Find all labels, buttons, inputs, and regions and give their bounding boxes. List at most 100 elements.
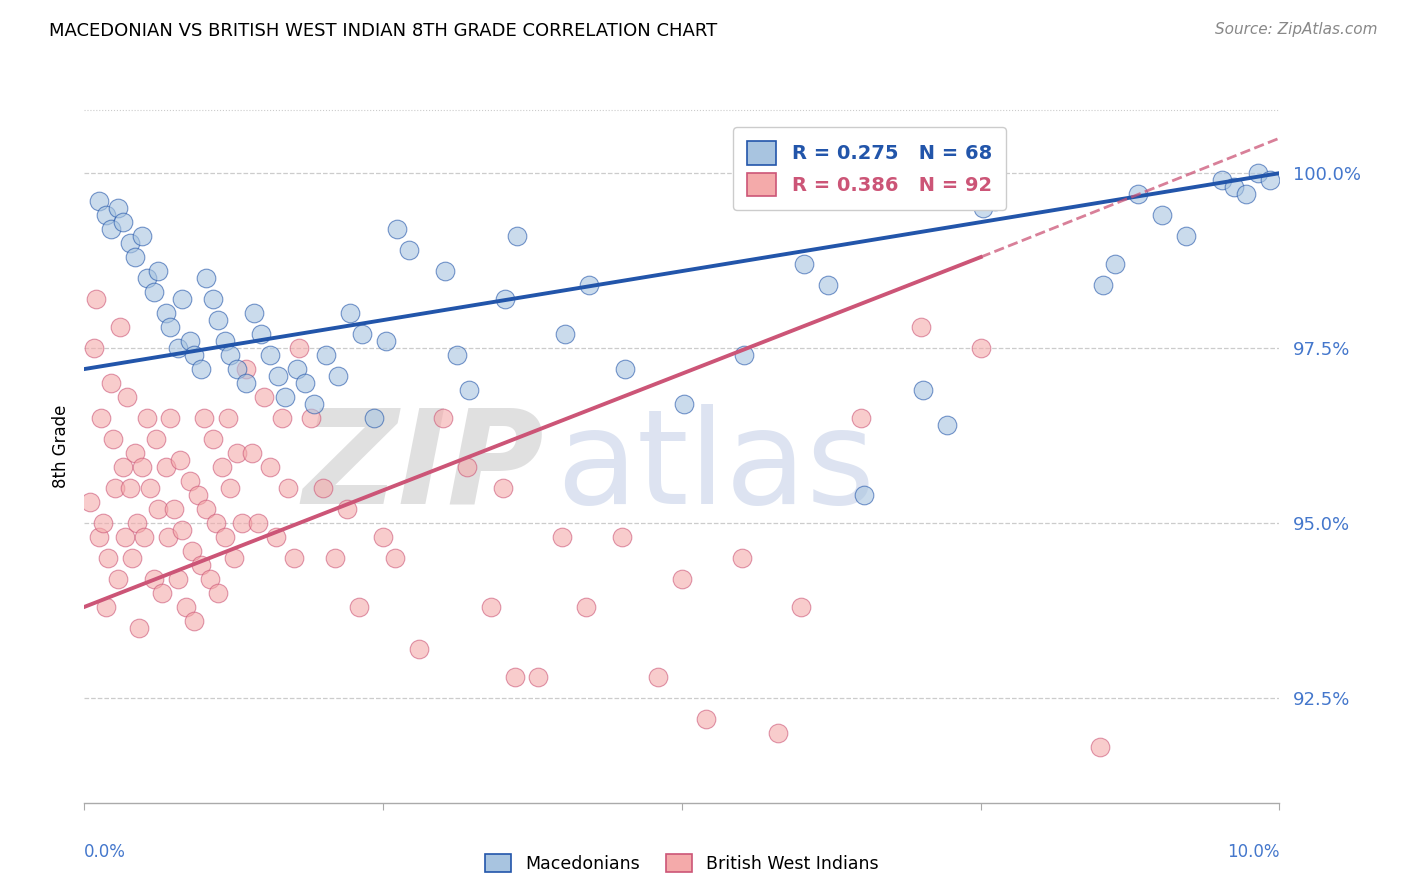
Text: atlas: atlas	[557, 404, 876, 531]
Point	[972, 201, 994, 215]
Point	[647, 670, 669, 684]
Point	[222, 550, 245, 565]
Point	[125, 516, 148, 530]
Point	[159, 320, 181, 334]
Point	[214, 530, 236, 544]
Point	[302, 397, 325, 411]
Point	[695, 712, 717, 726]
Point	[1258, 173, 1281, 187]
Point	[349, 599, 371, 614]
Point	[214, 334, 236, 348]
Point	[163, 502, 186, 516]
Point	[207, 313, 229, 327]
Point	[673, 397, 696, 411]
Point	[93, 516, 115, 530]
Point	[267, 369, 290, 384]
Point	[387, 222, 409, 236]
Point	[179, 474, 201, 488]
Point	[202, 432, 225, 446]
Point	[527, 670, 550, 684]
Point	[118, 236, 141, 251]
Point	[398, 243, 420, 257]
Point	[111, 215, 134, 229]
Point	[150, 586, 173, 600]
Point	[458, 383, 481, 397]
Point	[195, 502, 218, 516]
Point	[492, 481, 515, 495]
Point	[155, 460, 177, 475]
Text: 0.0%: 0.0%	[84, 843, 127, 861]
Point	[578, 278, 600, 293]
Point	[259, 348, 281, 362]
Point	[325, 550, 347, 565]
Point	[240, 446, 263, 460]
Point	[124, 446, 146, 460]
Y-axis label: 8th Grade: 8th Grade	[52, 404, 70, 488]
Point	[277, 481, 299, 495]
Point	[166, 341, 188, 355]
Point	[142, 285, 165, 299]
Point	[250, 327, 273, 342]
Point	[107, 201, 129, 215]
Point	[211, 460, 233, 475]
Point	[612, 530, 634, 544]
Point	[733, 348, 755, 362]
Point	[817, 278, 839, 293]
Text: Source: ZipAtlas.com: Source: ZipAtlas.com	[1215, 22, 1378, 37]
Point	[139, 481, 162, 495]
Point	[315, 348, 337, 362]
Point	[408, 641, 430, 656]
Point	[187, 488, 209, 502]
Point	[131, 229, 153, 244]
Point	[100, 376, 122, 390]
Point	[207, 586, 229, 600]
Point	[1090, 739, 1112, 754]
Point	[181, 544, 204, 558]
Point	[183, 614, 205, 628]
Point	[135, 271, 157, 285]
Point	[121, 550, 143, 565]
Point	[494, 292, 516, 306]
Point	[274, 390, 297, 404]
Point	[94, 208, 117, 222]
Point	[456, 460, 478, 475]
Point	[111, 460, 134, 475]
Point	[172, 523, 194, 537]
Point	[851, 411, 873, 425]
Point	[202, 292, 225, 306]
Point	[183, 348, 205, 362]
Point	[87, 530, 110, 544]
Point	[312, 481, 335, 495]
Point	[97, 550, 120, 565]
Point	[219, 348, 242, 362]
Point	[100, 222, 122, 236]
Point	[1128, 187, 1150, 202]
Point	[110, 320, 132, 334]
Point	[731, 550, 754, 565]
Point	[219, 481, 242, 495]
Point	[1091, 278, 1114, 293]
Point	[373, 530, 395, 544]
Point	[217, 411, 239, 425]
Point	[259, 460, 281, 475]
Point	[1223, 180, 1246, 194]
Point	[159, 411, 181, 425]
Point	[128, 621, 150, 635]
Point	[1175, 229, 1198, 244]
Point	[174, 599, 197, 614]
Point	[253, 390, 276, 404]
Point	[132, 530, 156, 544]
Point	[554, 327, 576, 342]
Point	[198, 572, 221, 586]
Point	[1234, 187, 1257, 202]
Point	[936, 417, 959, 432]
Point	[148, 264, 170, 278]
Point	[350, 327, 373, 342]
Point	[169, 453, 191, 467]
Point	[195, 271, 218, 285]
Point	[374, 334, 396, 348]
Point	[190, 362, 212, 376]
Text: 10.0%: 10.0%	[1227, 843, 1279, 861]
Point	[294, 376, 316, 390]
Point	[155, 306, 177, 320]
